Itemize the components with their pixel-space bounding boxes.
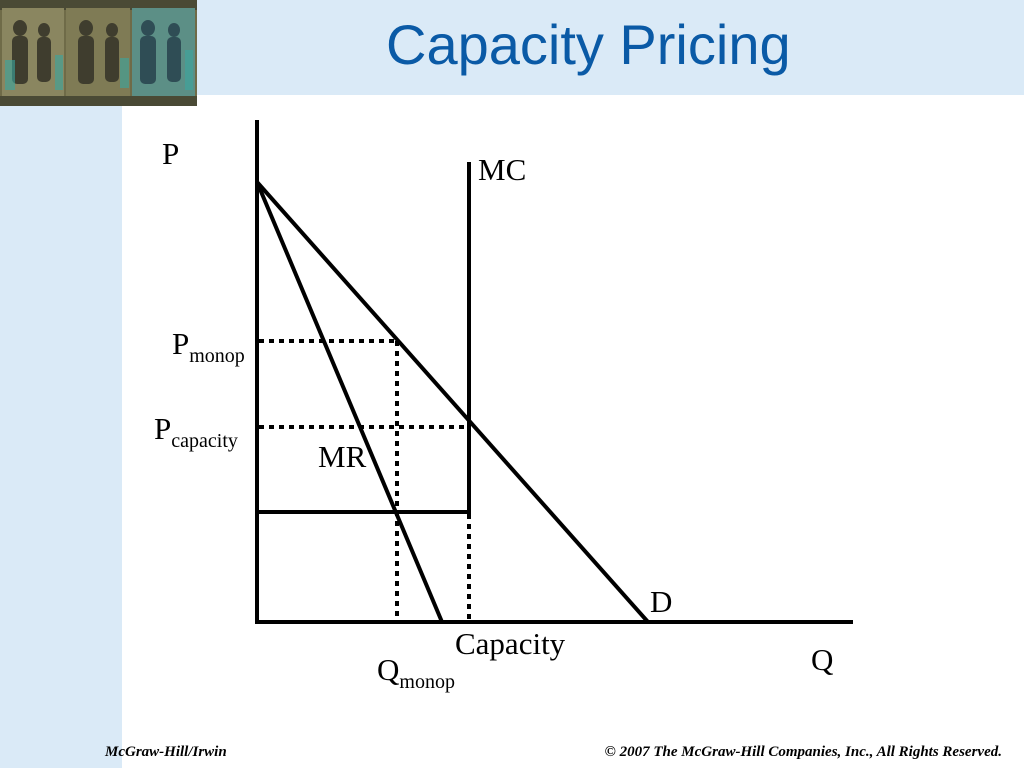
capacity-label: Capacity xyxy=(455,626,566,661)
mc-label: MC xyxy=(478,152,527,187)
content-area xyxy=(122,95,1024,768)
p-capacity-label: Pcapacity xyxy=(154,411,238,452)
left-panel-background xyxy=(0,0,122,768)
q-monop-label: Qmonop xyxy=(377,652,455,693)
p-monop-label: Pmonop xyxy=(172,326,245,367)
slide-title: Capacity Pricing xyxy=(386,13,791,76)
footer-publisher: McGraw-Hill/Irwin xyxy=(105,744,227,760)
marginal-cost-curve xyxy=(257,162,471,514)
demand-label: D xyxy=(650,584,673,619)
y-axis-label: P xyxy=(162,136,180,171)
demand-curve xyxy=(255,180,650,624)
marginal-revenue-curve xyxy=(255,181,444,623)
footer-copyright: © 2007 The McGraw-Hill Companies, Inc., … xyxy=(604,744,1002,760)
mr-label: MR xyxy=(318,439,367,474)
x-axis-label: Q xyxy=(811,642,834,677)
people-banner-image xyxy=(0,0,197,106)
